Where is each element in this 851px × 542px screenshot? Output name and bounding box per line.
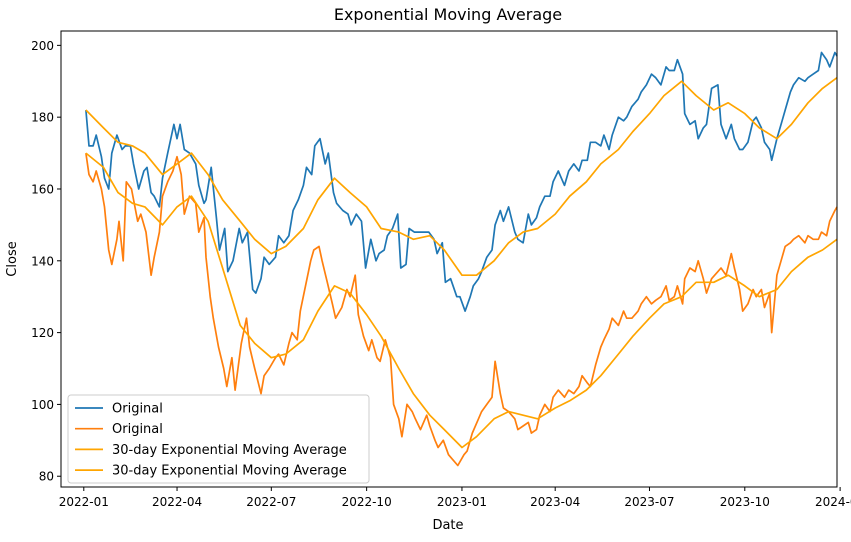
y-tick-label: 160 xyxy=(31,182,54,196)
x-axis: 2022-01 2022-04 2022-07 2022-10 2023-01 2023-… xyxy=(59,487,851,509)
legend: Original Original 30-day Exponential Movin… xyxy=(67,394,370,484)
plot-frame xyxy=(60,30,838,488)
series-line-4 xyxy=(85,152,838,449)
x-tick-label: 2023-07 xyxy=(624,495,674,509)
y-tick-label: 180 xyxy=(31,111,54,125)
series-line-3 xyxy=(85,77,838,277)
y-tick-label: 140 xyxy=(31,254,54,268)
x-tick-label: 2024-01 xyxy=(815,495,851,509)
x-tick-label: 2023-01 xyxy=(437,495,487,509)
legend-label: 30-day Exponential Moving Average xyxy=(112,464,347,479)
y-tick-label: 200 xyxy=(31,39,54,53)
legend-label: Original xyxy=(112,422,163,437)
y-axis-title: Close xyxy=(5,241,20,276)
legend-label: Original xyxy=(112,402,163,417)
x-axis-title: Date xyxy=(432,518,463,533)
chart-title: Exponential Moving Average xyxy=(334,5,562,24)
x-tick-label: 2022-07 xyxy=(246,495,296,509)
y-tick-label: 80 xyxy=(39,470,54,484)
y-tick-label: 120 xyxy=(31,326,54,340)
x-tick-label: 2022-04 xyxy=(152,495,202,509)
legend-label: 30-day Exponential Moving Average xyxy=(112,443,347,458)
series-line-1 xyxy=(85,51,838,312)
x-tick-label: 2023-10 xyxy=(720,495,770,509)
legend-box xyxy=(67,394,370,484)
series-line-2 xyxy=(85,152,838,467)
y-tick-label: 100 xyxy=(31,398,54,412)
x-tick-label: 2022-01 xyxy=(59,495,109,509)
y-axis: 80 100 120 140 160 180 200 xyxy=(31,39,61,484)
plot-area xyxy=(85,51,838,467)
x-tick-label: 2022-10 xyxy=(342,495,392,509)
x-tick-label: 2023-04 xyxy=(530,495,580,509)
